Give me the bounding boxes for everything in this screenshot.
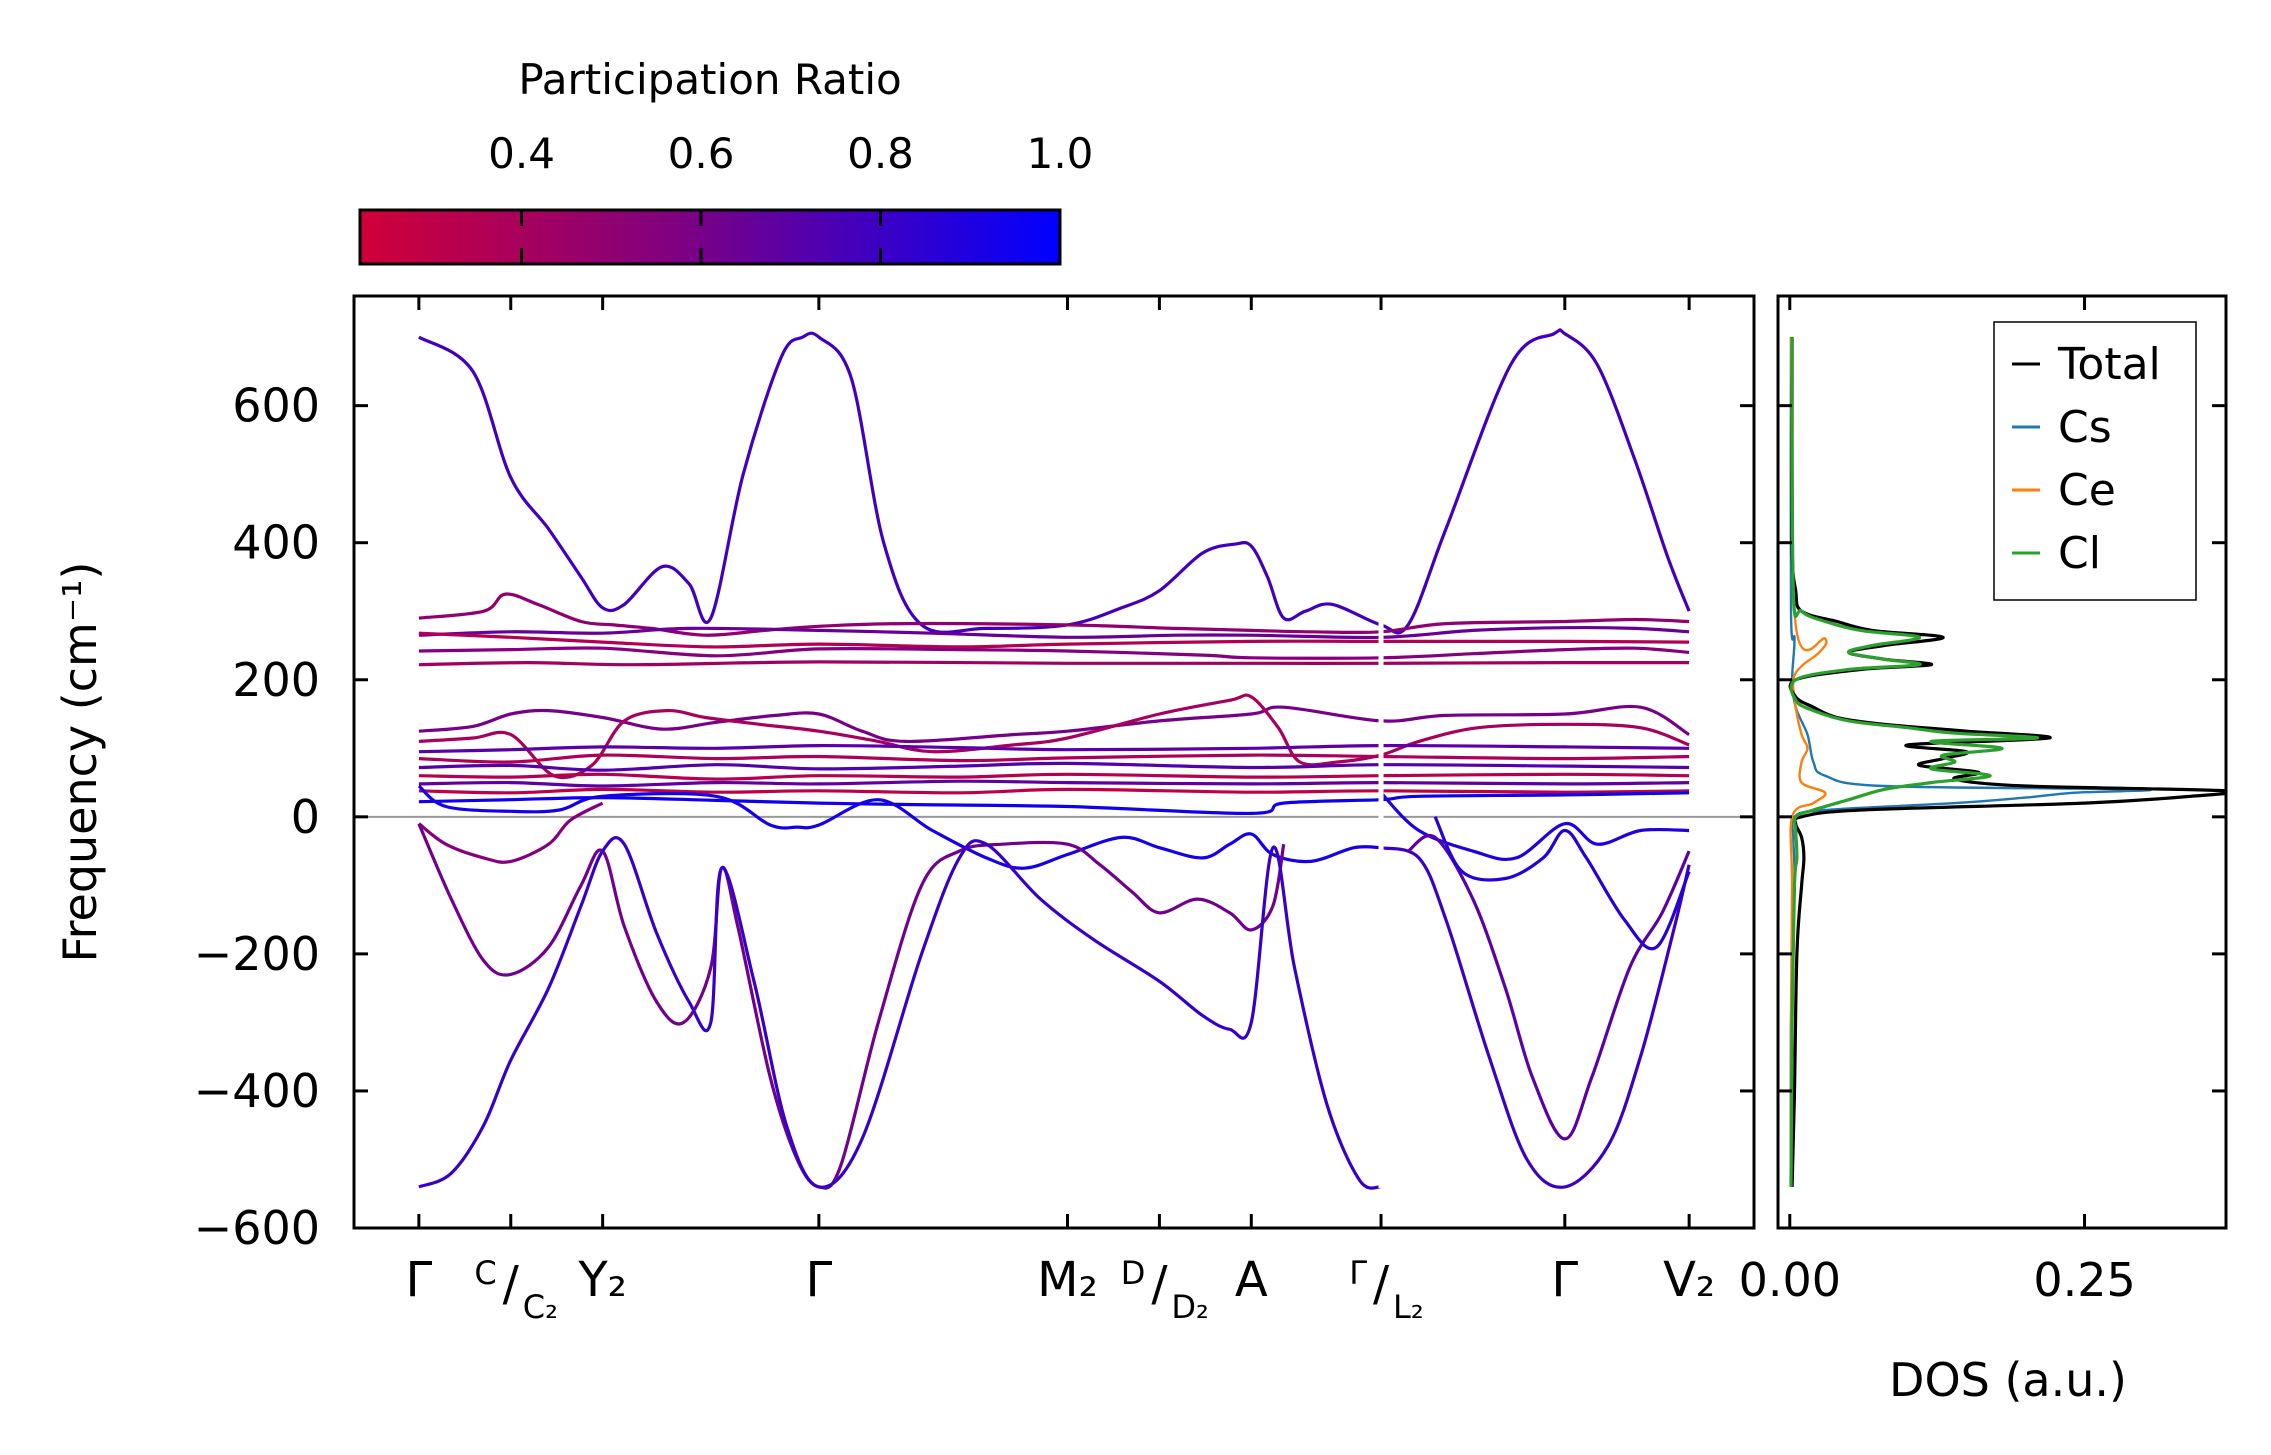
k-label-sup: D [1121,1254,1146,1292]
colorbar-tick-label: 0.6 [668,129,735,178]
k-label: Γ [405,1252,432,1308]
band-low-3 [418,743,1690,754]
y-tick-label: −600 [194,1201,320,1255]
band-low-6 [418,772,1690,781]
band-mid-2 [418,625,1690,640]
band-unstable-1 [417,801,604,864]
band-low-4 [418,753,1690,764]
k-label-sub: L₂ [1393,1288,1424,1326]
dos-panel: 0.00 0.25 DOS (a.u.) Total Cs Ce Cl [1739,294,2228,1407]
colorbar-ticks: 0.4 0.6 0.8 1.0 [488,129,1093,264]
k-label-slash: / [1151,1256,1168,1312]
k-label-sub: D₂ [1171,1288,1208,1326]
band-low-5 [418,761,1690,772]
band-unstable-3 [418,836,1382,1190]
y-tick-label: −200 [194,927,320,981]
band-mid-4 [418,646,1690,660]
y-tick-label: −400 [194,1064,320,1118]
y-axis-label: Frequency (cm⁻¹) [53,562,107,963]
k-label: Y₂ [577,1252,627,1308]
colorbar-gradient [358,208,1062,266]
colorbar-label: Participation Ratio [518,55,901,104]
dos-frame [1776,294,2228,1230]
band-mid-3 [418,631,1690,649]
colorbar-tick-label: 0.4 [488,129,555,178]
y-tick-label: 200 [232,653,320,707]
colorbar: Participation Ratio 0.4 0.6 0.8 1.0 [358,55,1093,266]
dos-axes: 0.00 0.25 [1739,296,2226,1307]
band-unstable-4 [1380,846,1691,1189]
dos-x-axis-label: DOS (a.u.) [1889,1353,2127,1407]
band-low-8 [418,787,1690,795]
band-optical-high [418,328,1691,635]
band-low-1 [418,704,1690,744]
dos-lines [1788,337,2226,1187]
k-label: Γ [1551,1252,1578,1308]
legend-label: Cl [2058,528,2101,579]
legend-label: Ce [2058,465,2116,516]
k-label-slash: / [1373,1256,1390,1312]
k-label: Γ [805,1252,832,1308]
band-unstable-6 [1433,816,1691,951]
band-acoustic-flat [418,791,1690,816]
band-unstable-2 [417,823,1286,1190]
band-frame [352,294,1756,1230]
y-tick-label: 600 [232,379,320,433]
band-mid-5 [418,660,1690,667]
dos-line-ce [1789,337,1828,1187]
k-label-sup: Γ [1349,1254,1367,1292]
dos-x-tick-label: 0.00 [1739,1253,1841,1307]
k-label: A [1235,1252,1268,1308]
k-label-sub: C₂ [523,1288,558,1326]
band-mid-1 [418,592,1690,637]
band-acoustic-2 [417,784,1382,870]
k-label-slash: / [503,1256,520,1312]
colorbar-tick-label: 0.8 [847,129,914,178]
k-label: V₂ [1663,1252,1715,1308]
band-low-7 [418,779,1690,788]
dos-line-cl [1789,337,2040,1187]
band-unstable-5 [1407,834,1691,1141]
k-label: M₂ [1037,1252,1098,1308]
band-acoustic-3 [1379,791,1690,862]
y-tick-label: 400 [232,516,320,570]
legend: Total Cs Ce Cl [1993,321,2197,601]
y-tick-label: 0 [291,790,320,844]
legend-label: Total [2057,339,2161,390]
dos-x-tick-label: 0.25 [2033,1253,2135,1307]
legend-label: Cs [2058,402,2112,453]
colorbar-tick-label: 1.0 [1027,129,1094,178]
k-label-sup: C [474,1254,496,1292]
band-lines [354,328,1754,1190]
